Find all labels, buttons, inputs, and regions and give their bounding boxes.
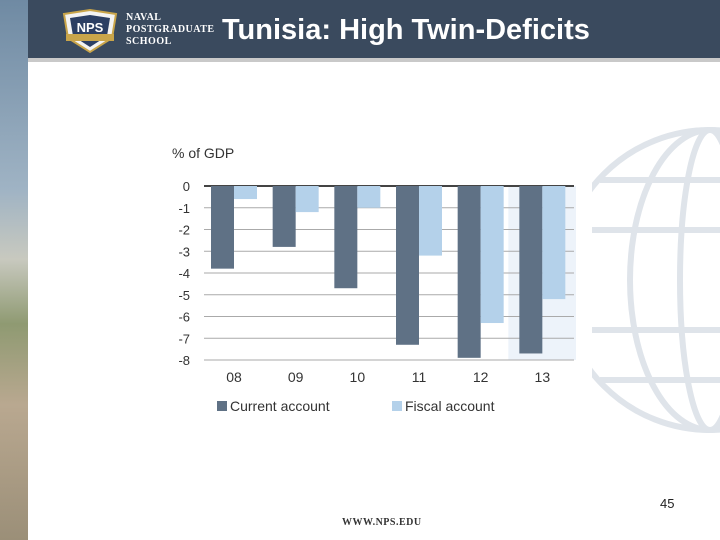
footer-url: WWW.NPS.EDU [342, 517, 422, 528]
bar-fiscal-account [295, 186, 319, 213]
y-tick-label: -2 [178, 223, 190, 238]
page-number: 45 [660, 496, 675, 511]
legend-swatch [217, 401, 227, 411]
y-tick-label: -5 [178, 288, 190, 303]
bar-fiscal-account [419, 186, 442, 256]
legend-label: Current account [230, 398, 330, 414]
x-tick-label: 13 [535, 369, 551, 385]
bar-fiscal-account [480, 186, 504, 324]
legend-swatch [392, 401, 402, 411]
chart-container: % of GDP 0 -1 -2 -3 -4 -5 -6 -7 -8 08 09 10 11 12 13 C… [162, 138, 592, 428]
x-tick-label: 08 [226, 369, 242, 385]
y-axis-label: % of GDP [172, 145, 234, 161]
twin-deficit-chart: % of GDP 0 -1 -2 -3 -4 -5 -6 -7 -8 08 09 10 11 12 13 C… [172, 145, 576, 414]
x-tick-label: 09 [288, 369, 304, 385]
bar-current-account [396, 186, 419, 345]
slide-title: Tunisia: High Twin-Deficits [222, 14, 590, 46]
bar-current-account [334, 186, 358, 289]
bar-current-account [272, 186, 296, 247]
bar-current-account [457, 186, 481, 358]
school-line-2: POSTGRADUATE [126, 24, 215, 35]
y-tick-label: -3 [178, 244, 190, 259]
bar-current-account [519, 186, 543, 354]
y-tick-label: 0 [183, 179, 190, 194]
y-tick-label: -1 [178, 201, 190, 216]
school-name: NAVAL POSTGRADUATE SCHOOL [126, 12, 215, 48]
slide-header: NPS NAVAL POSTGRADUATE SCHOOL Tunisia: H… [28, 0, 720, 62]
school-line-1: NAVAL [126, 12, 162, 23]
legend-label: Fiscal account [405, 398, 495, 414]
x-tick-label: 10 [350, 369, 366, 385]
y-tick-label: -8 [178, 353, 190, 368]
bar-fiscal-account [234, 186, 257, 200]
y-tick-label: -4 [178, 266, 190, 281]
x-tick-label: 11 [412, 369, 427, 385]
bar-fiscal-account [542, 186, 566, 300]
nps-logo: NPS [62, 8, 118, 54]
y-tick-label: -6 [178, 310, 190, 325]
bar-current-account [211, 186, 234, 269]
bar-fiscal-account [357, 186, 381, 208]
y-tick-label: -7 [178, 331, 190, 346]
school-line-3: SCHOOL [126, 36, 172, 47]
x-tick-label: 12 [473, 369, 489, 385]
logo-text: NPS [77, 20, 104, 35]
left-photo-strip [0, 0, 28, 540]
